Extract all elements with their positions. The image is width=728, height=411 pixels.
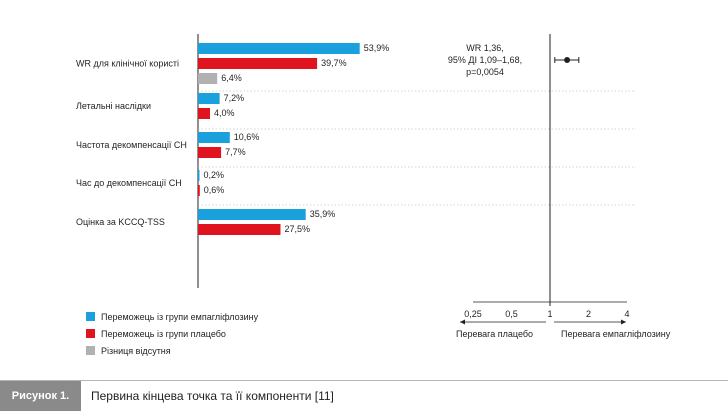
- bar: [198, 108, 210, 119]
- forest-tick-label: 2: [586, 309, 591, 319]
- bar-value-label: 35,9%: [310, 209, 336, 219]
- bar: [198, 209, 306, 220]
- bar-value-label: 0,6%: [204, 185, 225, 195]
- favors-empagliflozin-label: Перевага емпагліфлозину: [561, 329, 671, 339]
- point-estimate: [564, 57, 571, 63]
- legend-item-placebo: Переможець із групи плацебо: [86, 325, 258, 342]
- stat-line-ci: 95% ДІ 1,09–1,68,: [447, 55, 523, 65]
- bar: [198, 185, 200, 196]
- bar: [198, 58, 318, 69]
- legend-swatch: [86, 329, 95, 338]
- legend-item-empagliflozin: Переможець із групи емпагліфлозину: [86, 308, 258, 325]
- figure-title: Первина кінцева точка та її компоненти […: [91, 389, 334, 403]
- arrow-left-head: [460, 319, 465, 325]
- figure-number: Рисунок 1.: [0, 381, 81, 411]
- bar-value-label: 10,6%: [234, 132, 260, 142]
- bar: [198, 170, 200, 181]
- legend-item-no-difference: Різниця відсутня: [86, 342, 258, 359]
- bar: [198, 73, 218, 84]
- stat-line-p: p=0,0054: [466, 67, 504, 77]
- stat-line-wr: WR 1,36,: [466, 43, 504, 53]
- forest-tick-label: 1: [547, 309, 552, 319]
- arrow-right-head: [621, 319, 626, 325]
- bar-value-label: 27,5%: [285, 224, 311, 234]
- chart-svg: WR для клінічної користі 53,9% 39,7% 6,4% Ле…: [76, 34, 636, 325]
- bar: [198, 132, 230, 143]
- forest-tick-label: 0,5: [505, 309, 518, 319]
- favors-placebo-label: Перевага плацебо: [456, 329, 534, 339]
- bar: [198, 43, 360, 54]
- bar-value-label: 7,2%: [224, 93, 245, 103]
- bar: [198, 147, 222, 158]
- category-label: Летальні наслідки: [76, 101, 151, 111]
- category-label: WR для клінічної користі: [76, 59, 179, 69]
- bar-value-label: 4,0%: [214, 108, 235, 118]
- forest-tick-label: 0,25: [464, 309, 482, 319]
- bar-value-label: 0,2%: [204, 170, 225, 180]
- category-label: Оцінка за KCCQ-TSS: [76, 217, 165, 227]
- bar-value-label: 7,7%: [225, 147, 246, 157]
- bar: [198, 93, 220, 104]
- bar-value-label: 39,7%: [321, 58, 347, 68]
- legend: Переможець із групи емпагліфлозину Перем…: [86, 308, 258, 359]
- forest-tick-label: 4: [624, 309, 629, 319]
- stat-annotation: WR 1,36, 95% ДІ 1,09–1,68, p=0,0054: [420, 42, 550, 78]
- bar-value-label: 53,9%: [364, 43, 390, 53]
- legend-label: Переможець із групи плацебо: [101, 328, 226, 339]
- bars-layer: WR для клінічної користі 53,9% 39,7% 6,4% Ле…: [76, 34, 636, 288]
- category-label: Час до декомпенсації СН: [76, 178, 182, 188]
- legend-swatch: [86, 312, 95, 321]
- figure-caption: Рисунок 1. Первина кінцева точка та її к…: [0, 380, 728, 411]
- category-label: Частота декомпенсації СН: [76, 140, 187, 150]
- chart-area: WR для клінічної користі 53,9% 39,7% 6,4% Ле…: [76, 34, 636, 325]
- bar: [198, 224, 281, 235]
- forest-layer: 0,25 0,5 1 2 4: [460, 34, 630, 325]
- legend-label: Різниця відсутня: [101, 345, 171, 356]
- legend-swatch: [86, 346, 95, 355]
- bar-value-label: 6,4%: [221, 73, 242, 83]
- legend-label: Переможець із групи емпагліфлозину: [101, 311, 259, 322]
